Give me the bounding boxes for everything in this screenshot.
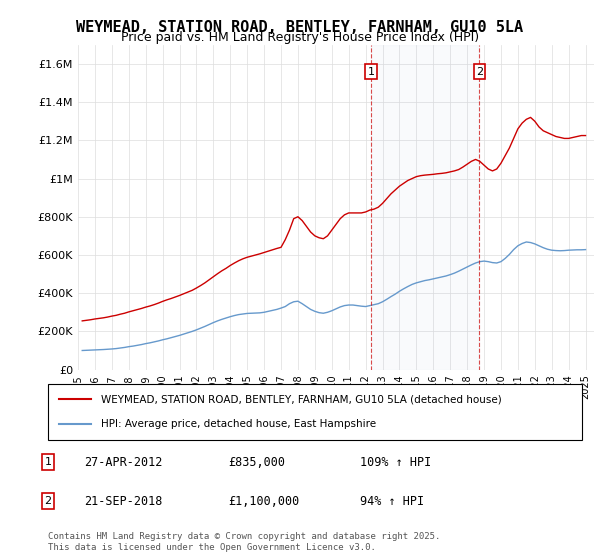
Text: HPI: Average price, detached house, East Hampshire: HPI: Average price, detached house, East…: [101, 419, 377, 429]
Text: £835,000: £835,000: [228, 455, 285, 469]
Text: £1,100,000: £1,100,000: [228, 494, 299, 508]
Text: 1: 1: [44, 457, 52, 467]
Text: 1: 1: [368, 67, 374, 77]
Text: WEYMEAD, STATION ROAD, BENTLEY, FARNHAM, GU10 5LA: WEYMEAD, STATION ROAD, BENTLEY, FARNHAM,…: [76, 20, 524, 35]
Text: 109% ↑ HPI: 109% ↑ HPI: [360, 455, 431, 469]
Bar: [371, 45, 479, 370]
Text: Contains HM Land Registry data © Crown copyright and database right 2025.
This d: Contains HM Land Registry data © Crown c…: [48, 532, 440, 552]
Text: WEYMEAD, STATION ROAD, BENTLEY, FARNHAM, GU10 5LA (detached house): WEYMEAD, STATION ROAD, BENTLEY, FARNHAM,…: [101, 394, 502, 404]
Text: 2: 2: [476, 67, 483, 77]
Text: Price paid vs. HM Land Registry's House Price Index (HPI): Price paid vs. HM Land Registry's House …: [121, 31, 479, 44]
Text: 94% ↑ HPI: 94% ↑ HPI: [360, 494, 424, 508]
FancyBboxPatch shape: [48, 384, 582, 440]
Text: 27-APR-2012: 27-APR-2012: [84, 455, 163, 469]
Text: 2: 2: [44, 496, 52, 506]
Text: 21-SEP-2018: 21-SEP-2018: [84, 494, 163, 508]
